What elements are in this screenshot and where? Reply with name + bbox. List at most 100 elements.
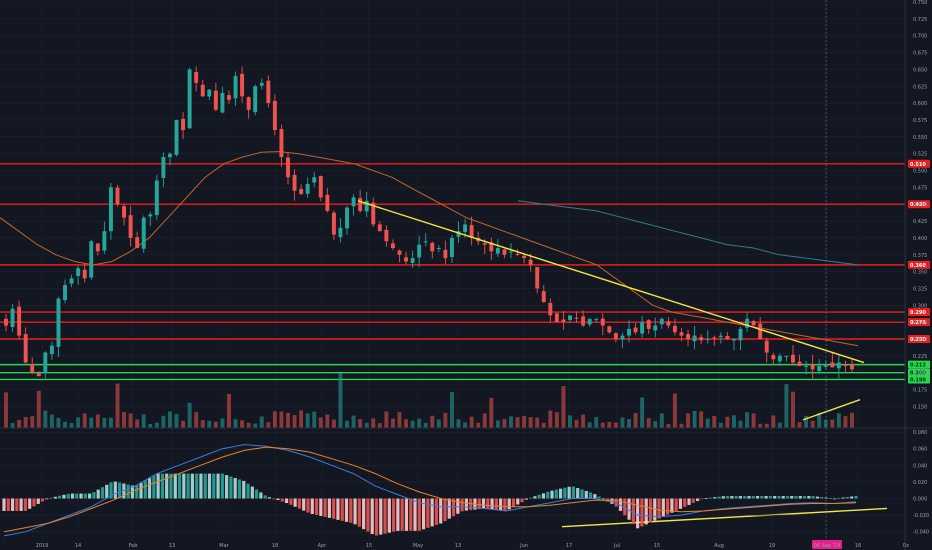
macd-histogram-bar	[747, 496, 751, 499]
macd-histogram-bar	[666, 498, 670, 515]
x-tick-label: Oc	[903, 543, 910, 549]
volume-bar	[699, 411, 704, 428]
price-level-label: 0.290	[910, 310, 926, 316]
macd-y-tick-label: -0.040	[913, 530, 929, 536]
macd-histogram-bar	[443, 498, 447, 522]
candle-body	[187, 69, 192, 129]
candle-body	[469, 225, 474, 238]
macd-histogram-bar	[730, 496, 734, 499]
volume-bar	[174, 414, 179, 428]
price-axis[interactable]: 0.150 0.175 0.200 0.225 0.250 0.275 0.300 0.325…	[904, 0, 929, 550]
macd-histogram-bar	[477, 498, 481, 510]
volume-bar	[725, 416, 730, 428]
macd-histogram-bar	[96, 489, 100, 499]
volume-bar	[502, 419, 507, 428]
volume-bar	[659, 413, 664, 428]
macd-histogram-bar	[507, 498, 511, 510]
macd-histogram-bar	[417, 498, 421, 531]
volume-bar	[312, 411, 317, 428]
time-axis[interactable]: 2019 14 Feb 13 Mar 18 Apr 15 May 13 Jun 17 Jul 15 Aug 1…	[36, 540, 910, 549]
candle-body	[89, 241, 94, 278]
candle-body	[220, 92, 225, 113]
macd-histogram-bar	[272, 498, 276, 500]
y-tick-label: 0.650	[913, 67, 927, 73]
volume-bar	[220, 418, 225, 428]
macd-histogram-bar	[186, 473, 190, 499]
volume-bar	[240, 420, 245, 428]
macd-histogram-bar	[160, 473, 165, 499]
volume-bar	[666, 423, 671, 428]
x-tick-label: Mar	[219, 543, 229, 549]
macd-histogram-bar	[156, 473, 160, 499]
candle-body	[82, 269, 87, 279]
macd-histogram-bar	[40, 498, 45, 502]
price-level-label: 0.212	[910, 363, 926, 369]
x-tick-label: 2019	[36, 543, 49, 549]
macd-histogram-bar	[803, 496, 807, 499]
volume-bar	[672, 393, 677, 428]
candle-body	[528, 259, 533, 265]
price-level-tag	[908, 159, 930, 168]
volume-bar	[331, 419, 336, 428]
macd-y-tick-label: -0.020	[913, 513, 929, 519]
y-tick-label: 0.375	[913, 253, 927, 259]
macd-histogram-bar	[6, 498, 10, 511]
volume-bar	[10, 422, 15, 428]
trendlines	[357, 0, 888, 540]
candle-body	[154, 180, 159, 216]
volume-bar	[364, 422, 369, 428]
macd-histogram-bar	[109, 482, 113, 499]
macd-histogram-bar	[289, 498, 293, 505]
volume-bar	[305, 413, 310, 428]
macd-histogram-bar	[293, 498, 297, 507]
volume-bar	[253, 423, 258, 428]
macd-histogram-bar	[854, 496, 858, 499]
volume-bar	[712, 415, 717, 428]
candle-body	[817, 365, 822, 372]
candle-body	[227, 95, 231, 100]
macd-histogram-bar	[306, 498, 310, 513]
volume-bar	[390, 418, 395, 428]
y-tick-label: 0.550	[913, 135, 927, 141]
macd-histogram-bar	[670, 498, 674, 513]
candle-body	[200, 84, 205, 97]
macd-histogram-bar	[777, 496, 781, 499]
volume-bar	[128, 413, 133, 428]
macd-histogram-bar	[284, 498, 289, 504]
macd-histogram-bar	[610, 498, 614, 504]
volume-bar	[384, 411, 389, 428]
volume-bar	[686, 413, 691, 428]
candle-body	[764, 340, 769, 353]
macd-histogram-bar	[66, 493, 70, 499]
volume-bar	[797, 422, 802, 428]
volume-bar	[338, 373, 343, 428]
volume-bar	[246, 422, 251, 428]
volume-bar	[581, 414, 586, 428]
macd-histogram-bar	[623, 498, 627, 516]
macd-histogram-bar	[135, 485, 139, 499]
volume-bar	[522, 416, 527, 428]
macd-histogram-bar	[19, 498, 23, 511]
x-tick-label: 13	[169, 543, 175, 549]
macd-histogram-bar	[23, 498, 28, 511]
volume-bar	[476, 422, 481, 428]
volume-bar	[417, 418, 422, 428]
macd-y-tick-label: 0.040	[913, 463, 927, 469]
macd-histogram-bar	[340, 498, 344, 521]
candle-body	[246, 97, 251, 110]
macd-histogram-bar	[768, 496, 772, 499]
volume-bar	[194, 412, 199, 428]
volume-bar	[279, 411, 284, 428]
candle-body	[404, 257, 409, 262]
macd-histogram-bar	[580, 489, 584, 499]
candle-body	[482, 243, 487, 245]
volume-bar	[535, 417, 540, 428]
macd-histogram-bar	[434, 498, 439, 525]
macd-histogram-bar	[409, 498, 413, 531]
volume-bar	[843, 416, 848, 428]
candle-body	[338, 227, 343, 238]
volume-bar	[463, 422, 468, 428]
y-tick-label: 0.725	[913, 17, 927, 23]
candle-body	[758, 323, 763, 340]
